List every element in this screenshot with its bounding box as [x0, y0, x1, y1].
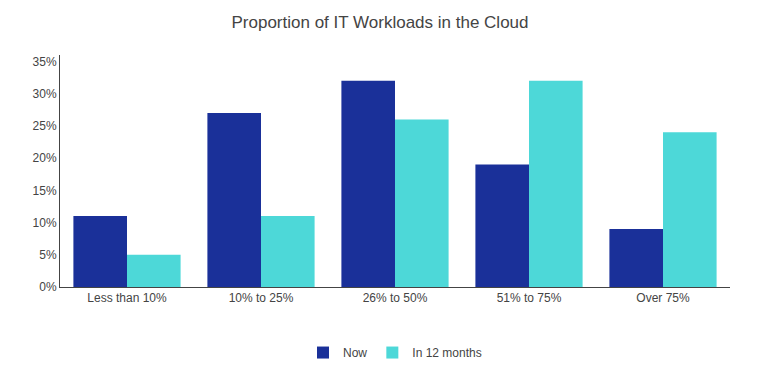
svg-text:35%: 35%: [33, 55, 57, 69]
svg-text:5%: 5%: [39, 248, 57, 262]
svg-text:26% to 50%: 26% to 50%: [363, 291, 428, 305]
svg-text:In 12 months: In 12 months: [412, 346, 481, 360]
svg-text:51% to 75%: 51% to 75%: [497, 291, 562, 305]
svg-text:30%: 30%: [33, 87, 57, 101]
svg-text:Less than 10%: Less than 10%: [87, 291, 167, 305]
svg-text:15%: 15%: [33, 184, 57, 198]
svg-text:10% to 25%: 10% to 25%: [229, 291, 294, 305]
svg-text:10%: 10%: [33, 216, 57, 230]
svg-text:20%: 20%: [33, 151, 57, 165]
svg-text:Proportion of IT Workloads in: Proportion of IT Workloads in the Cloud: [231, 13, 528, 32]
svg-text:0%: 0%: [39, 280, 57, 294]
svg-text:Now: Now: [343, 346, 367, 360]
svg-text:Over 75%: Over 75%: [636, 291, 690, 305]
svg-text:25%: 25%: [33, 119, 57, 133]
